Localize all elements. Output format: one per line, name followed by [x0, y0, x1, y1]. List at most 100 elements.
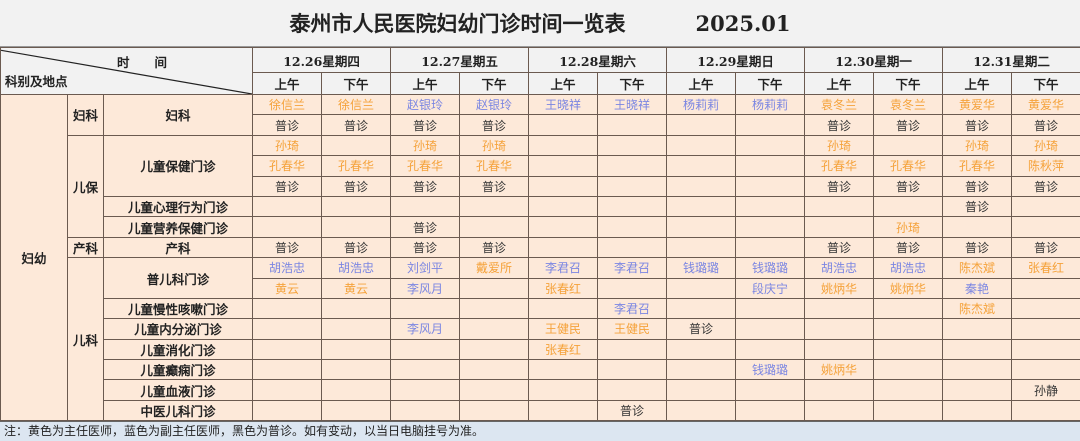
empty-cell: [667, 360, 736, 380]
empty-cell: [391, 298, 460, 318]
doctor-cell: 普诊: [805, 237, 874, 257]
doctor-cell: 孔春华: [805, 156, 874, 176]
doctor-cell: 孙琦: [391, 135, 460, 155]
doctor-cell: 胡浩忠: [874, 258, 943, 278]
clinic-label: 妇科: [104, 95, 253, 136]
empty-cell: [460, 278, 529, 298]
empty-cell: [598, 176, 667, 196]
doctor-cell: 钱璐璐: [736, 360, 805, 380]
pm-header: 下午: [460, 73, 529, 95]
doctor-cell: 段庆宁: [736, 278, 805, 298]
doctor-cell: 胡浩忠: [253, 258, 322, 278]
empty-cell: [460, 360, 529, 380]
doctor-cell: 孙琦: [874, 217, 943, 237]
empty-cell: [874, 319, 943, 339]
empty-cell: [529, 217, 598, 237]
empty-cell: [874, 298, 943, 318]
period: 2025.01: [696, 11, 791, 36]
doctor-cell: 普诊: [874, 115, 943, 135]
doctor-cell: 普诊: [1012, 176, 1080, 196]
clinic-label: 儿童癫痫门诊: [104, 360, 253, 380]
doctor-cell: 王健民: [598, 319, 667, 339]
doctor-cell: 张春红: [529, 339, 598, 359]
doctor-cell: 杨莉莉: [736, 95, 805, 115]
doctor-cell: 姚炳华: [874, 278, 943, 298]
doctor-cell: 杨莉莉: [667, 95, 736, 115]
pm-header: 下午: [874, 73, 943, 95]
empty-cell: [460, 380, 529, 400]
empty-cell: [943, 319, 1012, 339]
doctor-cell: 王健民: [529, 319, 598, 339]
clinic-label: 儿童心理行为门诊: [104, 196, 253, 216]
empty-cell: [667, 339, 736, 359]
clinic-label: 儿童消化门诊: [104, 339, 253, 359]
schedule-row: 儿童营养保健门诊 普诊 孙琦: [1, 217, 1080, 237]
empty-cell: [529, 196, 598, 216]
day-header: 12.27星期五: [391, 48, 529, 73]
department-label: 儿保: [68, 135, 104, 237]
empty-cell: [529, 400, 598, 420]
doctor-cell: 孔春华: [322, 156, 391, 176]
empty-cell: [598, 278, 667, 298]
day-header: 12.28星期六: [529, 48, 667, 73]
empty-cell: [322, 135, 391, 155]
doctor-cell: 普诊: [391, 115, 460, 135]
empty-cell: [667, 298, 736, 318]
empty-cell: [253, 196, 322, 216]
doctor-cell: 普诊: [874, 237, 943, 257]
doctor-cell: 普诊: [391, 217, 460, 237]
empty-cell: [253, 217, 322, 237]
empty-cell: [943, 339, 1012, 359]
empty-cell: [529, 237, 598, 257]
empty-cell: [736, 237, 805, 257]
doctor-cell: 孙琦: [1012, 135, 1080, 155]
am-header: 上午: [253, 73, 322, 95]
empty-cell: [253, 380, 322, 400]
empty-cell: [736, 135, 805, 155]
empty-cell: [598, 196, 667, 216]
empty-cell: [736, 176, 805, 196]
doctor-cell: 普诊: [253, 115, 322, 135]
empty-cell: [460, 339, 529, 359]
doctor-cell: 普诊: [874, 176, 943, 196]
empty-cell: [391, 400, 460, 420]
doctor-cell: 普诊: [322, 176, 391, 196]
empty-cell: [667, 115, 736, 135]
empty-cell: [874, 135, 943, 155]
empty-cell: [322, 360, 391, 380]
doctor-cell: 黄爱华: [943, 95, 1012, 115]
doctor-cell: 普诊: [805, 115, 874, 135]
empty-cell: [391, 380, 460, 400]
empty-cell: [322, 339, 391, 359]
empty-cell: [736, 196, 805, 216]
doctor-cell: 刘剑平: [391, 258, 460, 278]
empty-cell: [736, 217, 805, 237]
empty-cell: [1012, 319, 1080, 339]
empty-cell: [1012, 217, 1080, 237]
doctor-cell: 陈杰斌: [943, 298, 1012, 318]
empty-cell: [805, 196, 874, 216]
pm-header: 下午: [736, 73, 805, 95]
empty-cell: [667, 217, 736, 237]
doctor-cell: 胡浩忠: [322, 258, 391, 278]
empty-cell: [667, 380, 736, 400]
doctor-cell: 普诊: [391, 237, 460, 257]
doctor-cell: 姚炳华: [805, 360, 874, 380]
clinic-label: 儿童营养保健门诊: [104, 217, 253, 237]
doctor-cell: 普诊: [1012, 237, 1080, 257]
empty-cell: [598, 217, 667, 237]
dept-label: 科别及地点: [5, 71, 68, 90]
empty-cell: [460, 298, 529, 318]
empty-cell: [322, 196, 391, 216]
empty-cell: [529, 115, 598, 135]
doctor-cell: 孔春华: [391, 156, 460, 176]
clinic-label: 普儿科门诊: [104, 258, 253, 299]
day-header: 12.26星期四: [253, 48, 391, 73]
day-header: 12.30星期一: [805, 48, 943, 73]
corner-header: 时 间 科别及地点: [1, 48, 253, 95]
empty-cell: [253, 339, 322, 359]
doctor-cell: 普诊: [460, 115, 529, 135]
doctor-cell: 普诊: [322, 237, 391, 257]
time-label: 时 间: [117, 52, 167, 71]
